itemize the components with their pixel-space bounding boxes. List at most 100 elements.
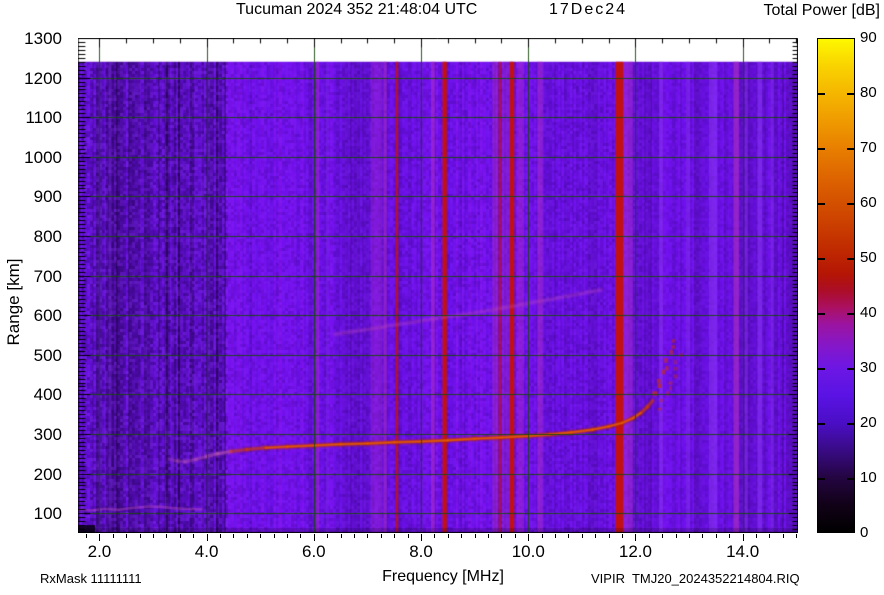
x-axis-tick bbox=[126, 534, 127, 538]
x-axis-tick bbox=[448, 534, 449, 538]
x-axis-tick bbox=[501, 534, 502, 538]
x-axis-tick bbox=[367, 534, 368, 538]
x-axis-tick bbox=[260, 534, 261, 538]
colorbar-tick bbox=[847, 423, 854, 425]
x-axis-tick bbox=[676, 534, 677, 538]
x-axis-tick bbox=[434, 534, 435, 538]
y-tick-label: 600 bbox=[33, 306, 62, 326]
y-tick-label: 1200 bbox=[24, 68, 62, 88]
x-axis-tick bbox=[769, 534, 770, 538]
x-axis-tick bbox=[595, 534, 596, 538]
x-tick-label: 4.0 bbox=[194, 542, 219, 561]
x-axis-tick bbox=[166, 534, 167, 538]
y-tick-label: 200 bbox=[33, 464, 62, 484]
colorbar-tick bbox=[847, 258, 854, 260]
x-axis-tick bbox=[247, 534, 248, 538]
y-tick-label: 500 bbox=[33, 345, 62, 365]
x-axis-tick bbox=[716, 534, 717, 538]
colorbar-tick-label: 40 bbox=[860, 304, 877, 321]
x-axis-tick bbox=[113, 534, 114, 538]
x-axis-tick bbox=[756, 534, 757, 538]
colorbar-tick-label: 0 bbox=[860, 524, 869, 541]
x-axis-tick bbox=[153, 534, 154, 538]
x-axis-tick bbox=[555, 534, 556, 538]
y-axis-label: Range [km] bbox=[4, 258, 23, 346]
x-axis-tick bbox=[86, 534, 87, 538]
x-axis-tick bbox=[475, 534, 476, 538]
ionogram-plot-canvas bbox=[78, 38, 798, 533]
x-axis-tick bbox=[488, 534, 489, 538]
x-axis-tick bbox=[287, 534, 288, 538]
x-axis-tick bbox=[662, 534, 663, 538]
x-axis-tick bbox=[796, 534, 797, 538]
x-axis-tick bbox=[461, 534, 462, 538]
colorbar-tick-label: 70 bbox=[860, 139, 877, 156]
x-axis-tick bbox=[528, 534, 529, 541]
x-axis-tick bbox=[140, 534, 141, 538]
x-axis-tick bbox=[233, 534, 234, 538]
colorbar-gradient bbox=[818, 39, 854, 532]
x-tick-label: 6.0 bbox=[302, 542, 326, 561]
x-axis-tick bbox=[327, 534, 328, 538]
x-tick-label: 12.0 bbox=[618, 542, 652, 561]
x-axis-tick bbox=[193, 534, 194, 538]
x-axis-tick bbox=[394, 534, 395, 538]
x-axis-tick bbox=[300, 534, 301, 538]
x-axis-tick bbox=[568, 534, 569, 538]
x-tick-label: 10.0 bbox=[511, 542, 545, 561]
y-tick-label: 1300 bbox=[24, 29, 62, 48]
x-axis-tick bbox=[635, 534, 636, 541]
x-axis-tick bbox=[99, 534, 100, 541]
x-axis-tick bbox=[743, 534, 744, 541]
x-axis-tick bbox=[689, 534, 690, 538]
x-axis-tick bbox=[314, 534, 315, 541]
colorbar-tick bbox=[847, 368, 854, 370]
y-tick-label: 1000 bbox=[24, 147, 62, 167]
rxmask-text: RxMask 11111111 bbox=[40, 571, 142, 586]
colorbar-tick-label: 60 bbox=[860, 194, 877, 211]
y-tick-label: 300 bbox=[33, 425, 62, 444]
colorbar-tick bbox=[818, 368, 825, 370]
colorbar-tick bbox=[818, 93, 825, 95]
x-tick-label: 2.0 bbox=[87, 542, 112, 561]
y-tick-label: 400 bbox=[33, 385, 62, 405]
colorbar-tick bbox=[847, 313, 854, 315]
x-axis-tick bbox=[180, 534, 181, 538]
x-axis-tick bbox=[408, 534, 409, 538]
y-tick-label: 100 bbox=[33, 504, 62, 524]
colorbar-tick-label: 80 bbox=[860, 84, 877, 101]
x-axis-tick bbox=[783, 534, 784, 538]
x-axis-tick bbox=[207, 534, 208, 541]
x-axis-tick bbox=[515, 534, 516, 538]
colorbar-tick-label: 20 bbox=[860, 414, 877, 431]
page-title: Tucuman 2024 352 21:48:04 UTC bbox=[236, 1, 478, 18]
title-date: 17Dec24 bbox=[549, 1, 628, 18]
y-tick-label: 1100 bbox=[25, 108, 62, 128]
x-axis-tick bbox=[421, 534, 422, 541]
colorbar bbox=[817, 38, 855, 533]
x-axis-tick bbox=[649, 534, 650, 538]
x-axis-tick bbox=[220, 534, 221, 538]
x-axis-tick bbox=[622, 534, 623, 538]
colorbar-tick-label: 90 bbox=[860, 29, 877, 46]
colorbar-tick bbox=[847, 478, 854, 480]
x-axis-tick bbox=[609, 534, 610, 538]
x-axis-tick bbox=[582, 534, 583, 538]
colorbar-tick bbox=[847, 148, 854, 150]
colorbar-tick-label: 10 bbox=[860, 469, 877, 486]
x-axis-tick bbox=[702, 534, 703, 538]
x-axis-tick bbox=[354, 534, 355, 538]
colorbar-tick bbox=[847, 203, 854, 205]
colorbar-tick-label: 50 bbox=[860, 249, 877, 266]
colorbar-tick bbox=[818, 478, 825, 480]
x-axis-tick bbox=[274, 534, 275, 538]
x-axis-label: Frequency [MHz] bbox=[382, 568, 504, 585]
x-axis-tick bbox=[542, 534, 543, 538]
colorbar-tick-label: 30 bbox=[860, 359, 877, 376]
colorbar-title: Total Power [dB] bbox=[763, 2, 881, 19]
x-axis-tick bbox=[729, 534, 730, 538]
x-tick-label: 8.0 bbox=[409, 542, 433, 561]
colorbar-tick bbox=[847, 93, 854, 95]
colorbar-tick bbox=[818, 313, 825, 315]
